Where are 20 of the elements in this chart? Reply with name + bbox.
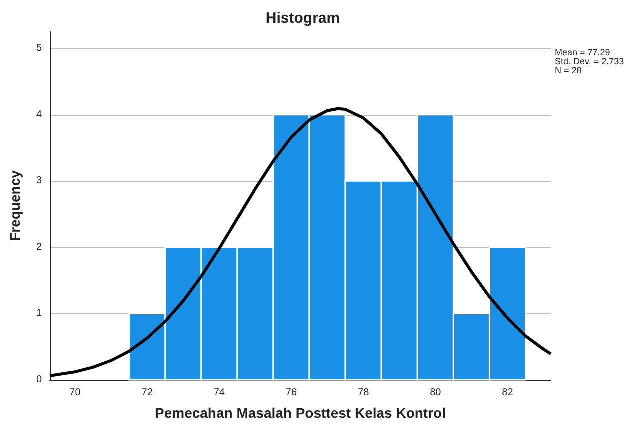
text: N = 28 [555, 66, 582, 76]
chart-title: Histogram [266, 10, 340, 27]
x-tick-label: 78 [358, 388, 370, 398]
x-tick-label: 76 [286, 388, 298, 398]
x-tick-label: 70 [70, 388, 82, 398]
text: Std. Dev. = 2.733 [555, 56, 624, 66]
y-tick-label: 0 [36, 374, 42, 386]
y-tick-label: 1 [36, 308, 42, 320]
x-tick-label: 82 [502, 388, 514, 398]
y-tick-label: 5 [36, 43, 42, 54]
y-axis-title: Frequency [7, 170, 23, 242]
y-tick-label: 4 [36, 109, 42, 120]
x-tick-label: 74 [214, 388, 226, 398]
y-tick-label: 3 [36, 176, 42, 187]
x-tick-label: 72 [142, 388, 154, 398]
y-tick-label: 2 [36, 242, 42, 253]
x-axis-title: Pemecahan Masalah Posttest Kelas Kontrol [155, 405, 446, 421]
text: Mean = 77.29 [555, 48, 610, 58]
line-series [48, 107, 552, 378]
x-tick-label: 80 [430, 388, 442, 398]
